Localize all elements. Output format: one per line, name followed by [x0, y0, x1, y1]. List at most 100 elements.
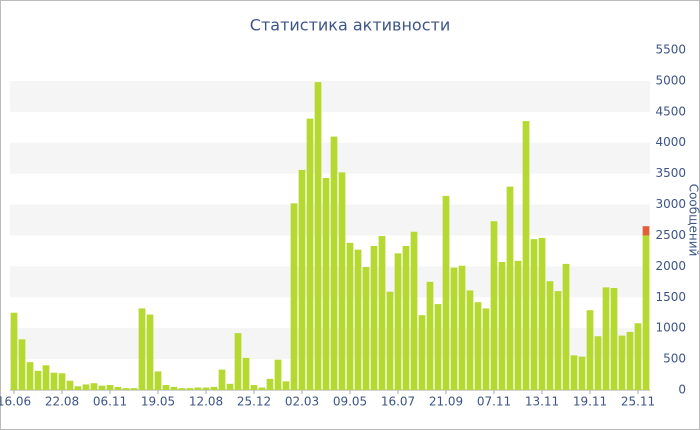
bar: [234, 333, 242, 390]
bar: [74, 386, 82, 390]
y-tick-label: 1500: [655, 290, 686, 304]
y-tick-label: 5000: [655, 73, 686, 87]
bar: [138, 308, 146, 390]
bar: [186, 388, 194, 390]
y-tick-label: 0: [678, 383, 686, 397]
bar: [338, 172, 346, 390]
grid-band: [10, 328, 650, 360]
bar: [98, 385, 106, 390]
bar: [210, 386, 218, 390]
bar: [226, 383, 234, 390]
y-tick-label: 5500: [655, 43, 686, 57]
bar: [418, 315, 426, 390]
grid-band: [10, 80, 650, 112]
bar: [458, 265, 466, 390]
bar: [354, 249, 362, 390]
bar: [562, 263, 570, 390]
bar: [626, 331, 634, 390]
bar: [298, 169, 306, 390]
x-tick-label: 13.11: [525, 395, 559, 409]
bar: [322, 177, 330, 390]
bar: [58, 373, 66, 390]
y-tick-label: 4500: [655, 104, 686, 118]
bar: [546, 281, 554, 390]
bar: [370, 245, 378, 390]
y-tick-label: 4000: [655, 135, 686, 149]
bar: [570, 355, 578, 390]
y-tick-label: 1000: [655, 321, 686, 335]
bar: [490, 221, 498, 390]
bar: [586, 310, 594, 390]
bar: [642, 226, 650, 236]
bar: [482, 308, 490, 390]
bar: [410, 231, 418, 390]
bar: [114, 386, 122, 390]
bar: [346, 242, 354, 390]
bar: [506, 186, 514, 390]
y-axis-label: Сообщений: [687, 184, 700, 257]
x-tick-label: 16.07: [381, 395, 415, 409]
x-tick-label: 07.11: [477, 395, 511, 409]
x-tick-label: 25.11: [621, 395, 655, 409]
bar: [514, 260, 522, 390]
bar: [618, 335, 626, 390]
bar: [530, 239, 538, 390]
x-tick-label: 25.12: [237, 395, 271, 409]
bar: [146, 314, 154, 390]
bar: [594, 336, 602, 390]
chart-title: Статистика активности: [250, 16, 450, 35]
x-tick-label: 19.05: [141, 395, 175, 409]
bar: [106, 385, 114, 390]
bar: [250, 385, 258, 390]
bar: [434, 304, 442, 390]
bar: [42, 365, 50, 390]
bar: [18, 339, 26, 390]
bar: [202, 387, 210, 390]
bar: [578, 356, 586, 390]
bar: [362, 266, 370, 390]
bar: [402, 245, 410, 390]
bar: [306, 118, 314, 391]
y-tick-label: 3500: [655, 166, 686, 180]
bar: [378, 236, 386, 390]
bar: [386, 291, 394, 390]
bar: [498, 262, 506, 390]
grid-band: [10, 266, 650, 298]
bar: [282, 381, 290, 390]
x-tick-label: 12.08: [189, 395, 223, 409]
y-tick-label: 500: [663, 352, 686, 366]
bar: [610, 288, 618, 390]
bar: [218, 369, 226, 390]
x-tick-label: 19.11: [573, 395, 607, 409]
y-tick-label: 2000: [655, 259, 686, 273]
x-tick-label: 09.05: [333, 395, 367, 409]
x-tick-label: 22.08: [45, 395, 79, 409]
x-tick-label: 21.09: [429, 395, 463, 409]
bar: [50, 372, 58, 390]
y-tick-label: 2500: [655, 228, 686, 242]
x-tick-label: 02.03: [285, 395, 319, 409]
bar: [154, 371, 162, 390]
bar: [554, 291, 562, 390]
bar: [170, 386, 178, 390]
bar: [442, 195, 450, 390]
bar: [66, 380, 74, 390]
bar: [122, 388, 130, 390]
bar: [90, 383, 98, 390]
bar: [34, 370, 42, 390]
grid-band: [10, 204, 650, 236]
bar: [394, 253, 402, 390]
bar: [130, 388, 138, 390]
bar: [314, 82, 322, 391]
bar: [290, 203, 298, 390]
bar: [602, 287, 610, 390]
bar: [330, 136, 338, 390]
bar: [178, 388, 186, 390]
bar: [634, 323, 642, 390]
bar: [26, 362, 34, 390]
bar: [82, 384, 90, 390]
bar: [266, 378, 274, 390]
x-tick-label: 06.11: [93, 395, 127, 409]
x-tick-label: 16.06: [0, 395, 31, 409]
